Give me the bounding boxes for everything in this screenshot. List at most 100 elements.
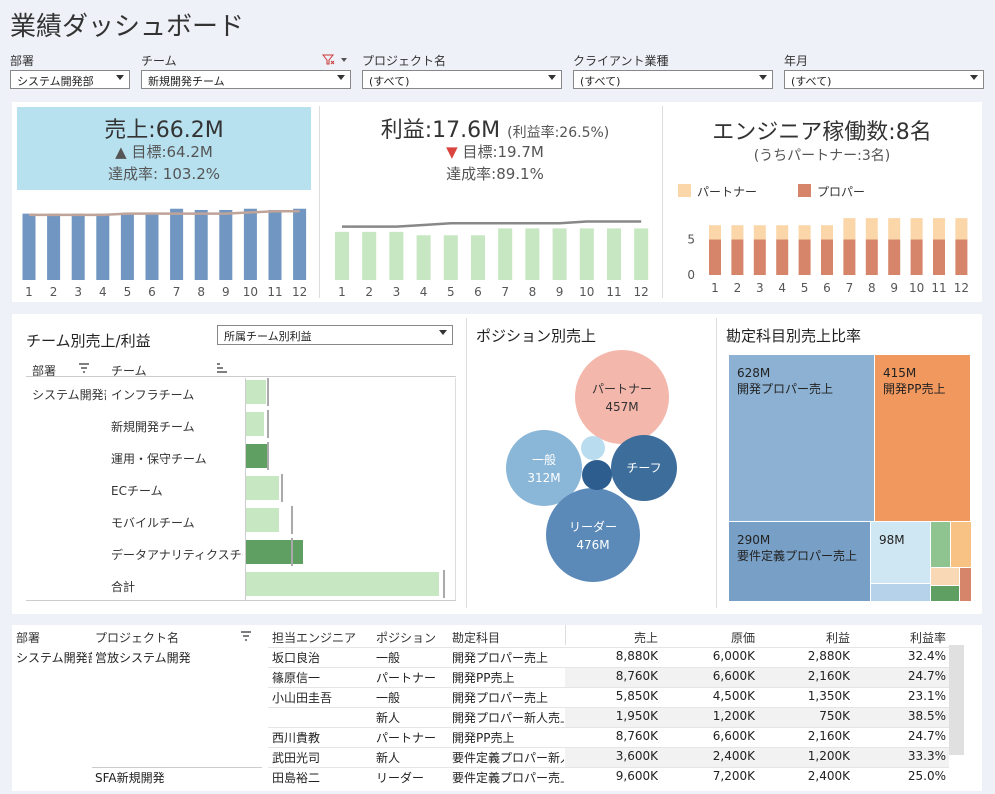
bubble-パートナー xyxy=(575,350,669,444)
bar-11 xyxy=(607,228,621,280)
chevron-down-icon xyxy=(439,330,447,335)
x-tick-label: 8 xyxy=(197,285,205,299)
bar-proper-12 xyxy=(955,239,968,275)
treemap-cell-small xyxy=(951,522,971,567)
x-tick-label: 8 xyxy=(868,281,876,295)
table-num-cell: 1,200K xyxy=(807,749,850,763)
team-row-label: 運用・保守チーム xyxy=(111,452,207,466)
bar-proper-1 xyxy=(709,239,721,275)
sort-icon[interactable] xyxy=(240,630,252,642)
table-num-cell: 24.7% xyxy=(907,729,946,743)
bubble-label: パートナー xyxy=(592,382,652,396)
table-header[interactable]: 原価 xyxy=(730,631,755,645)
treemap-label: 開発PP売上 xyxy=(883,381,945,396)
divider xyxy=(26,376,456,377)
bubble-value: 312M xyxy=(527,471,560,485)
bar-proper-10 xyxy=(910,239,923,275)
divider xyxy=(268,727,565,728)
filter-month-value: (すべて) xyxy=(791,75,832,88)
page-title: 業績ダッシュボード xyxy=(10,12,245,42)
x-tick-label: 9 xyxy=(556,285,564,299)
team-profit-bar[interactable] xyxy=(246,540,303,564)
x-tick-label: 10 xyxy=(579,285,594,299)
table-account-cell: 開発PP売上 xyxy=(452,671,515,685)
engineer-kpi-sub: (うちパートナー:3名) xyxy=(753,148,891,164)
x-tick-label: 4 xyxy=(99,285,107,299)
legend-proper-label: プロパー xyxy=(817,185,866,199)
x-tick-label: 10 xyxy=(243,285,258,299)
table-engineer-cell: 篠原信一 xyxy=(272,671,321,685)
table-position-cell: 一般 xyxy=(376,651,401,665)
table-account-cell: 開発プロパー新人売上 xyxy=(452,711,564,725)
treemap-value: 415M xyxy=(883,366,916,380)
filter-industry-select[interactable]: (すべて) xyxy=(573,70,773,89)
profit-monthly-chart: 1 2 3 4 5 6 7 8 9 10 11 12 xyxy=(335,220,649,299)
chevron-down-icon xyxy=(116,75,124,80)
filter-project-select[interactable]: (すべて) xyxy=(362,70,562,89)
x-tick-label: 9 xyxy=(890,281,898,295)
table-num-cell: 1,200K xyxy=(712,709,755,723)
x-tick-label: 11 xyxy=(931,281,946,295)
team-profit-bar[interactable] xyxy=(246,508,280,532)
x-tick-label: 4 xyxy=(778,281,786,295)
table-num-cell: 2,160K xyxy=(807,729,850,743)
table-project-cell: SFA新規開発 xyxy=(95,771,165,785)
table-header[interactable]: 部署 xyxy=(16,631,41,645)
bar-6 xyxy=(145,213,159,280)
x-tick-label: 11 xyxy=(267,285,282,299)
table-engineer-cell: 西川貴教 xyxy=(272,731,321,745)
profit-kpi-ratio: (利益率:26.5%) xyxy=(507,125,610,141)
team-profit-bar[interactable] xyxy=(246,572,440,596)
table-num-cell: 5,850K xyxy=(615,689,658,703)
team-row-label: 新規開発チーム xyxy=(111,420,195,434)
table-num-cell: 8,760K xyxy=(615,729,658,743)
engineer-kpi-value: エンジニア稼働数:8名 xyxy=(712,120,932,145)
x-tick-label: 3 xyxy=(756,281,764,295)
treemap-label: 要件定義プロパー売上 xyxy=(737,548,857,563)
sort-icon[interactable] xyxy=(78,362,90,374)
table-num-cell: 2,880K xyxy=(807,649,850,663)
filter-dept-select[interactable]: システム開発部 xyxy=(10,70,130,89)
table-header[interactable]: ポジション xyxy=(376,631,437,645)
position-section-title: ポジション別売上 xyxy=(476,327,597,345)
table-header[interactable]: 担当エンジニア xyxy=(272,631,357,645)
table-header[interactable]: 利益率 xyxy=(909,631,946,645)
team-row-label: データアナリティクスチーム xyxy=(111,548,243,562)
team-profit-bar[interactable] xyxy=(246,476,280,500)
x-tick-label: 2 xyxy=(734,281,742,295)
table-header[interactable]: 利益 xyxy=(825,631,850,645)
team-profit-bar[interactable] xyxy=(246,444,268,468)
team-reference-line xyxy=(442,570,445,598)
bar-3 xyxy=(71,213,85,280)
table-header[interactable]: プロジェクト名 xyxy=(95,631,180,645)
x-tick-label: 5 xyxy=(801,281,809,295)
table-position-cell: 新人 xyxy=(376,711,401,725)
sales-kpi-value: 売上:66.2M xyxy=(104,118,224,143)
bar-partner-6 xyxy=(821,225,833,240)
table-engineer-cell: 武田光司 xyxy=(272,751,321,765)
team-profit-bar[interactable] xyxy=(246,380,266,404)
clear-filter-icon[interactable] xyxy=(322,54,350,66)
bar-5 xyxy=(120,213,134,280)
divider xyxy=(92,767,262,768)
table-num-cell: 2,400K xyxy=(712,749,755,763)
table-header[interactable]: 売上 xyxy=(633,631,658,645)
filter-team-select[interactable]: 新規開発チーム xyxy=(141,70,351,89)
team-profit-bar[interactable] xyxy=(246,412,264,436)
x-tick-label: 2 xyxy=(365,285,373,299)
sales-kpi-highlight xyxy=(17,107,311,190)
table-num-cell: 6,000K xyxy=(712,649,755,663)
table-num-cell: 2,400K xyxy=(807,769,850,783)
team-metric-select[interactable]: 所属チーム別利益 xyxy=(217,325,453,345)
table-project-cell: 営放システム開発 xyxy=(95,651,191,665)
bar-proper-6 xyxy=(821,239,833,275)
filter-month-select[interactable]: (すべて) xyxy=(784,70,984,89)
table-scrollbar[interactable] xyxy=(949,645,964,755)
bubble-リーダー xyxy=(546,488,640,582)
table-header[interactable]: 勘定科目 xyxy=(452,631,501,645)
sort-icon[interactable] xyxy=(216,362,228,374)
bar-proper-7 xyxy=(843,239,856,275)
team-dept-cell: システム開発部 xyxy=(32,388,106,402)
bar-1 xyxy=(22,213,36,280)
treemap-cell-small xyxy=(931,568,959,585)
